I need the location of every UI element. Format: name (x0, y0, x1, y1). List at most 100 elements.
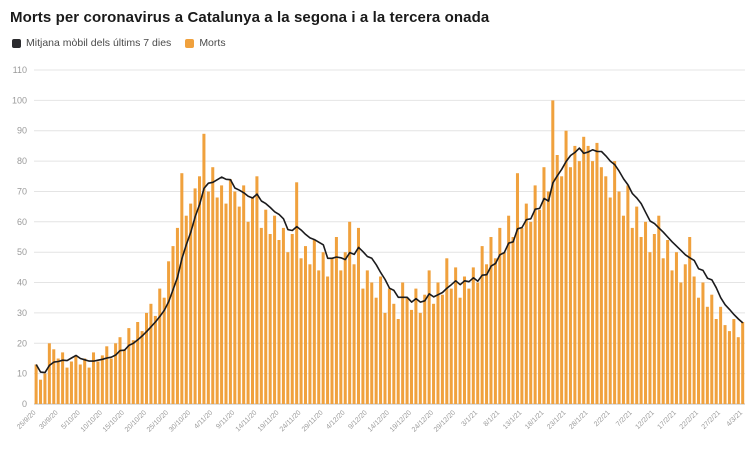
bar-mort (92, 352, 96, 404)
bar-mort (723, 325, 727, 404)
bar-mort (538, 209, 542, 404)
bar-mort (286, 252, 290, 404)
bar-mort (356, 227, 360, 404)
legend-swatch-line (12, 38, 21, 48)
bar-mort (131, 340, 135, 404)
bar-mort (149, 303, 153, 404)
bar-mort (493, 258, 497, 404)
bar-mort (727, 331, 731, 404)
bar-mort (250, 197, 255, 404)
chart-canvas: 0 10 20 30 40 50 60 70 80 90 100 110 25/9/20 30/9/20 5… (12, 65, 745, 434)
bar-mort (449, 288, 453, 404)
bar-mort (206, 191, 210, 404)
bar-mort (639, 237, 643, 404)
legend-label-moving-average: Mitjana mòbil dels últims 7 dies (26, 37, 172, 49)
x-tick-label: 9/11/20 (215, 409, 236, 430)
x-tick-label: 5/10/20 (60, 409, 82, 431)
bar-mort (136, 322, 140, 404)
bar-mort (582, 136, 586, 405)
bar-mort (34, 364, 38, 404)
bar-mort (440, 294, 444, 404)
bar-mort (118, 337, 122, 404)
x-tick-label: 17/2/21 (656, 409, 678, 431)
bar-mort (551, 100, 555, 405)
bar-mort (326, 276, 330, 404)
bar-mort (281, 227, 285, 404)
bar-mort (158, 288, 162, 404)
bar-mort (303, 246, 308, 404)
x-tick-label: 19/11/20 (257, 409, 281, 433)
x-tick-label: 23/1/21 (546, 409, 568, 431)
bar-mort (546, 191, 550, 404)
bar-mort (211, 167, 215, 404)
x-axis-labels: 25/9/20 30/9/20 5/10/2010/10/2015/10/2020/… (16, 409, 744, 433)
legend: Mitjana mòbil dels últims 7 dies Morts (0, 26, 750, 50)
x-tick-label: 29/11/20 (301, 409, 325, 433)
x-tick-label: 3/1/21 (460, 409, 479, 428)
y-tick-label: 0 (22, 399, 27, 409)
bar-mort (577, 161, 581, 404)
x-tick-label: 24/11/20 (279, 409, 303, 433)
bar-mort (343, 252, 347, 404)
bar-mort (171, 246, 175, 404)
bar-mort (242, 185, 246, 404)
y-tick-label: 60 (17, 217, 27, 227)
bar-mort (374, 297, 378, 404)
x-tick-label: 12/2/21 (634, 409, 656, 431)
bar-mort (65, 367, 69, 404)
bar-mort (264, 209, 268, 404)
x-tick-label: 13/1/21 (502, 409, 524, 431)
bar-mort (317, 270, 321, 404)
bar-mort (162, 297, 166, 404)
bar-mort (705, 306, 709, 404)
bar-mort (321, 252, 325, 404)
y-tick-label: 30 (17, 308, 27, 318)
bar-mort (520, 227, 524, 404)
chart-area: 0 10 20 30 40 50 60 70 80 90 100 110 25/9/20 30/9/20 5… (0, 58, 750, 446)
bar-mort (308, 264, 312, 404)
bar-mort (233, 191, 237, 404)
bar-mort (175, 227, 179, 404)
x-tick-label: 19/12/20 (389, 409, 413, 433)
y-tick-label: 70 (17, 187, 27, 197)
bar-mort (383, 312, 387, 404)
x-tick-label: 27/2/21 (701, 409, 723, 431)
bar-mort (454, 267, 458, 404)
y-tick-label: 100 (12, 95, 27, 105)
bar-mort (732, 319, 736, 404)
y-tick-label: 110 (13, 65, 27, 75)
bar-mort (661, 258, 665, 404)
gridlines (34, 69, 745, 405)
bars-morts (34, 100, 745, 405)
bar-mort (299, 258, 303, 404)
bar-mort (741, 322, 745, 404)
x-tick-label: 25/10/20 (146, 409, 170, 433)
bar-mort (312, 240, 316, 404)
bar-mort (273, 215, 277, 404)
bar-mort (409, 309, 413, 404)
bar-mort (498, 227, 502, 404)
bar-mort (295, 182, 299, 404)
x-tick-label: 14/11/20 (235, 409, 259, 433)
bar-mort (69, 361, 73, 404)
bar-mort (387, 288, 391, 404)
bar-mort (555, 155, 559, 404)
bar-mort (507, 215, 511, 404)
bar-mort (153, 315, 157, 404)
bar-mort (613, 161, 617, 404)
bar-mort (644, 221, 648, 404)
bar-mort (604, 176, 608, 404)
bar-mort (339, 270, 343, 404)
bar-mort (710, 294, 714, 404)
x-tick-label: 14/12/20 (367, 409, 391, 433)
bar-mort (471, 267, 475, 404)
bar-mort (352, 264, 356, 404)
bar-mort (679, 282, 683, 404)
bar-mort (529, 221, 533, 404)
bar-mort (396, 319, 400, 404)
bar-mort (714, 319, 718, 404)
bar-mort (697, 297, 701, 404)
bar-mort (418, 312, 422, 404)
bar-mort (401, 282, 405, 404)
